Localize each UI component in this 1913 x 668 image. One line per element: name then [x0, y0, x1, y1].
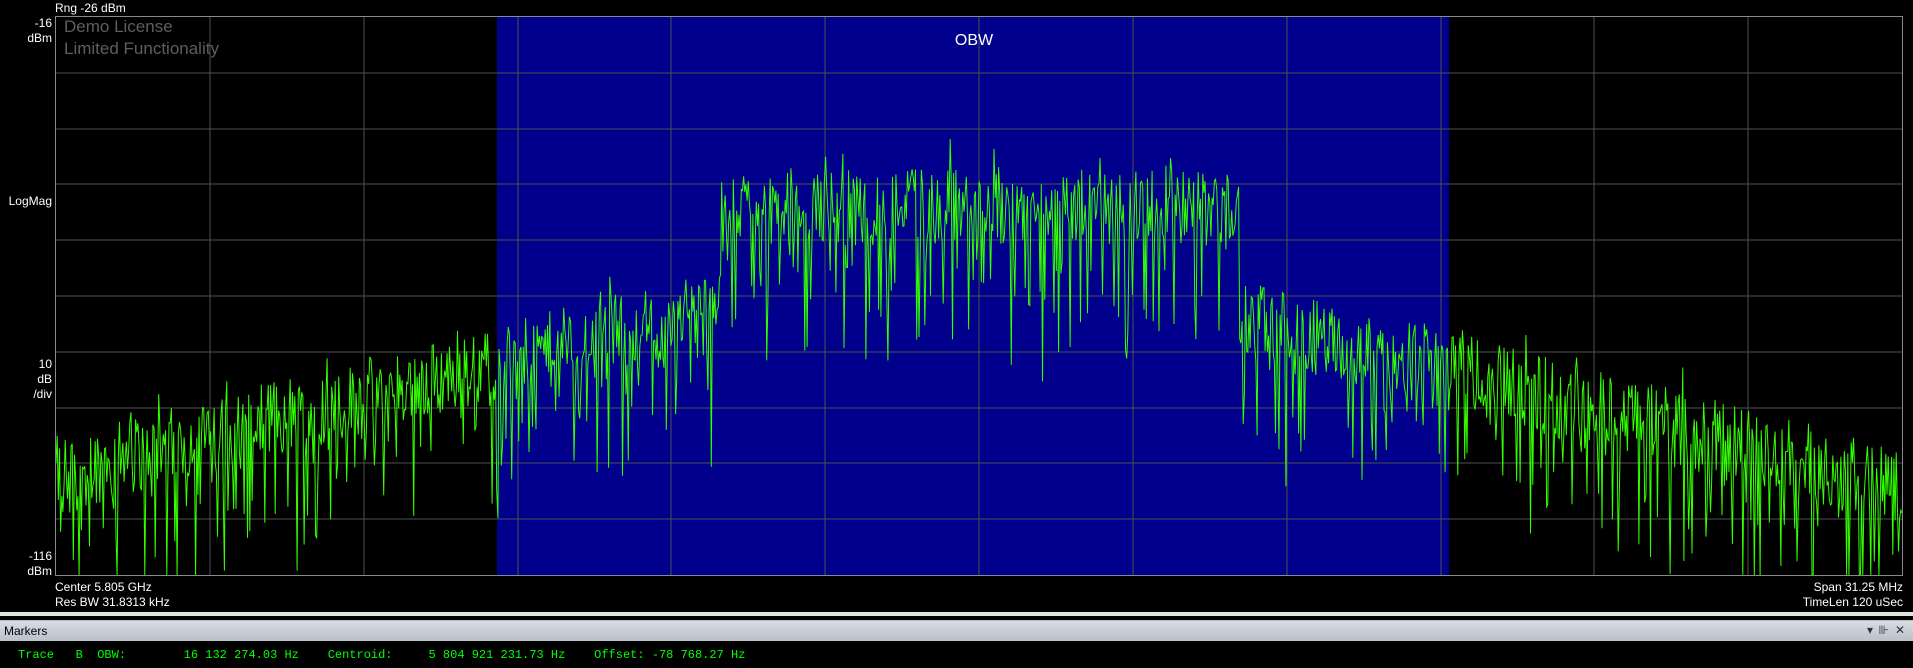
markers-titlebar[interactable]: Markers ▾ ⊪ ✕ [0, 621, 1913, 641]
panel-separator[interactable] [0, 612, 1913, 616]
markers-panel: Markers ▾ ⊪ ✕ Trace B OBW: 16 132 274.03… [0, 620, 1913, 668]
scale-type: LogMag [8, 194, 52, 208]
ref-bottom-value: -116 [28, 549, 52, 563]
spectrum-graph[interactable]: OBW [56, 17, 1902, 575]
obw-label: OBW [955, 32, 994, 49]
trace-label: Trace [18, 648, 55, 662]
ref-top-unit: dBm [27, 31, 52, 45]
dropdown-icon[interactable]: ▾ [1866, 623, 1873, 637]
watermark-line-2: Limited Functionality [64, 39, 219, 58]
scale-div-value: 10 [38, 357, 52, 371]
marker-readout-row: Trace B OBW: 16 132 274.03 Hz Centroid: … [18, 648, 745, 662]
markers-title: Markers [4, 624, 48, 638]
pin-icon[interactable]: ⊪ [1878, 623, 1889, 637]
ref-bottom-unit: dBm [27, 564, 52, 578]
watermark-line-1: Demo License [64, 17, 173, 36]
close-icon[interactable]: ✕ [1894, 623, 1905, 637]
scale-div-unit: dB [37, 372, 52, 386]
obw-readout-value: 16 132 274.03 Hz [183, 648, 299, 662]
spectrum-plot[interactable]: OBW Demo License Limited Functionality [55, 16, 1903, 576]
range-label: Rng -26 dBm [55, 1, 126, 15]
centroid-label: Centroid: [327, 648, 393, 662]
grid [56, 17, 1902, 575]
centroid-value: 5 804 921 231.73 Hz [428, 648, 566, 662]
center-frequency-label: Center 5.805 GHz [55, 580, 152, 594]
obw-readout-label: OBW: [97, 648, 127, 662]
scale-div-suffix: /div [33, 387, 52, 401]
spectrum-trace [56, 138, 1902, 575]
ref-top-value: -16 [34, 16, 52, 30]
res-bw-label: Res BW 31.8313 kHz [55, 595, 170, 609]
span-label: Span 31.25 MHz [1813, 580, 1903, 594]
timelen-label: TimeLen 120 uSec [1802, 595, 1903, 609]
offset-value: -78 768.27 Hz [651, 648, 746, 662]
offset-label: Offset: [594, 648, 645, 662]
trace-id: B [75, 648, 83, 662]
